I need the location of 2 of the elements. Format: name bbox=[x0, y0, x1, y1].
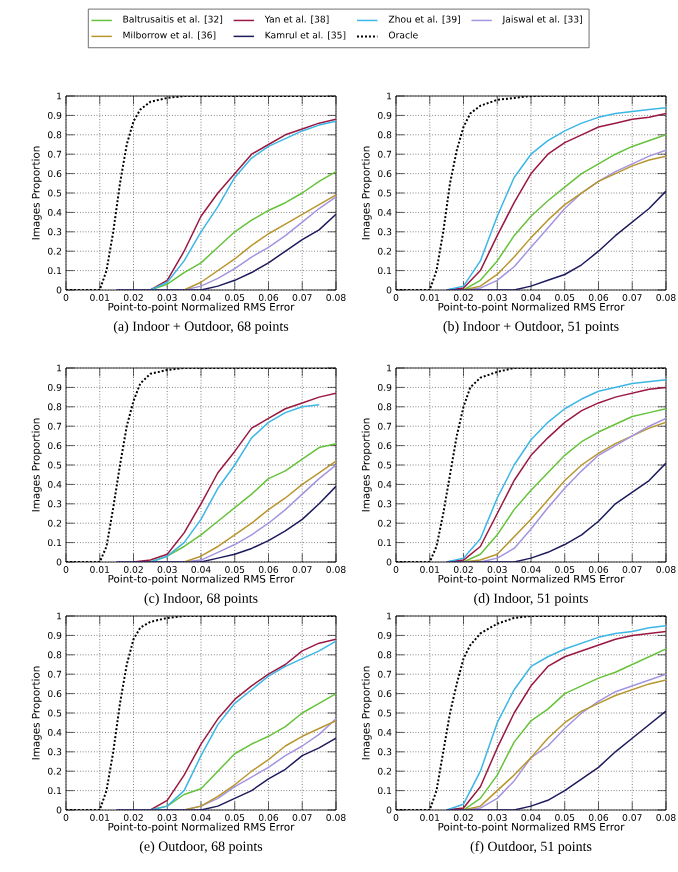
line-series bbox=[149, 404, 320, 563]
line-series bbox=[149, 170, 336, 291]
